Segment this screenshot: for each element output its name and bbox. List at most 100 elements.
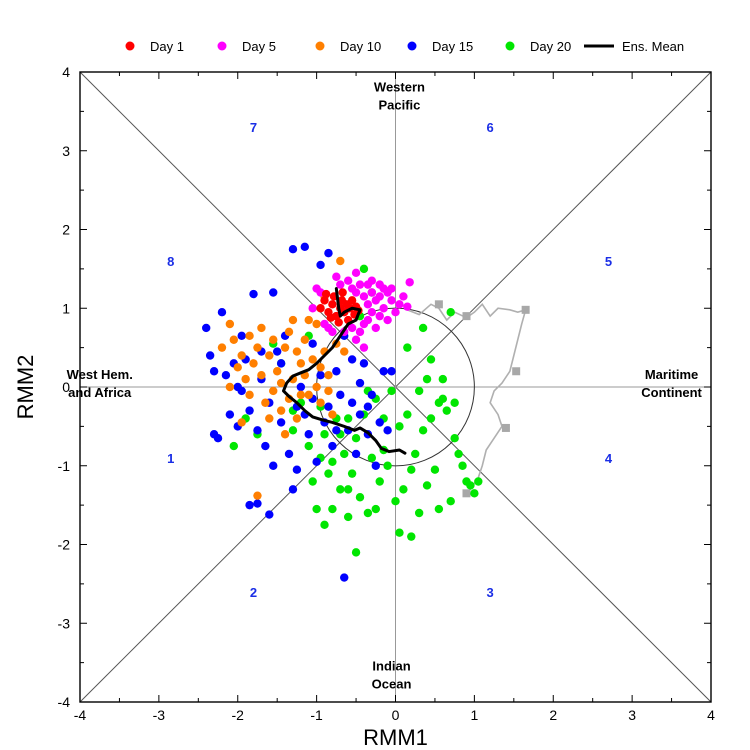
day-10-point [237,351,246,360]
day-20-point [363,508,373,518]
day-10-point [276,378,286,388]
day-20-point [312,504,321,514]
legend-label: Day 5 [242,39,276,54]
day-15-point [272,347,282,356]
day-1-point [347,296,357,305]
day-10-point [280,343,290,352]
day-10-point [269,335,278,344]
day-20-point [458,461,467,470]
day-5-point [332,272,341,281]
day-10-point [245,390,254,400]
day-15-point [300,242,309,252]
day-10-point [284,327,294,337]
legend-swatch [217,41,227,51]
day-5-point [308,304,317,313]
day-15-point [245,406,254,415]
legend-label: Ens. Mean [622,39,684,54]
day-20-point [399,485,408,494]
day-10-point [300,335,309,344]
day-15-point [367,390,377,400]
day-1-point [334,318,343,327]
day-5-point [355,280,365,289]
plot-background [79,71,712,703]
ensemble-mean-line [281,287,407,455]
day-5-point [391,307,400,317]
day-10-point [217,343,227,352]
day-20-point [367,453,377,463]
legend-label: Day 15 [432,39,473,54]
day-15-point [359,359,369,368]
day-5-point [403,302,412,311]
day-15-point [324,248,333,258]
day-15-point [237,331,246,341]
region-label-line: West Hem. [67,367,133,382]
day-5-point [387,284,396,293]
x-tick-label: 2 [549,707,557,723]
day-20-point [383,461,392,470]
day-20-point [324,469,333,478]
day-10-point [272,367,282,376]
day-20-point [288,426,298,435]
day-1-point [316,304,325,313]
day-10-point [269,386,278,396]
axes-layer: -4 -3 -2 -1 0 1 2 3 4 -4 -3 -2 -1 0 1 2 3 4 [58,64,716,723]
legend-label: Day 20 [530,39,571,54]
day-10-point [241,374,250,384]
day-20-point [351,433,361,443]
x-tick-label: -2 [232,707,245,723]
region-label: Maritime Continent [641,367,702,400]
day-10-point [225,382,235,392]
day-15-point [253,499,262,508]
day-20-point [446,307,455,317]
phase-number: 3 [487,585,494,600]
day-15-point [355,378,365,388]
day-20-point [336,485,345,494]
y-tick-label: 2 [62,222,70,238]
observed-marker [521,305,530,314]
day-15-point [316,260,325,270]
x-tick-label: 4 [707,707,715,723]
legend: Day 1 Day 5 Day 10 Day 15 Day 20 Ens. Mean [125,39,684,54]
day-20-point [434,504,444,514]
day-20-point [229,441,239,451]
day-15-point [225,410,235,419]
legend-swatch [315,41,325,51]
day-15-point [269,461,278,470]
scatter-points-layer [202,242,483,582]
day-5-point [395,300,404,309]
legend-label: Day 1 [150,39,184,54]
y-tick-label: 3 [62,143,70,159]
day-1-point [328,300,337,309]
day-15-point [221,370,231,380]
day-20-point [407,532,416,541]
day-15-point [245,500,254,510]
day-10-point [308,355,317,364]
region-label: Indian Ocean [372,659,412,692]
day-20-point [328,457,337,467]
legend-label: Day 10 [340,39,381,54]
day-15-point [249,289,258,299]
phase-number: 8 [167,254,174,269]
day-20-point [438,394,448,404]
region-label-line: Maritime [645,367,698,382]
day-10-point [280,430,290,439]
day-5-point [347,323,357,333]
day-10-point [253,491,262,500]
x-tick-label: 0 [392,707,400,723]
day-15-point [261,441,270,451]
day-20-point [411,449,420,459]
day-15-point [205,351,215,360]
day-5-point [363,280,373,289]
day-20-point [450,398,459,407]
day-10-point [304,390,313,400]
day-15-point [217,307,227,317]
day-20-point [438,374,448,384]
day-15-point [375,418,384,427]
day-15-point [265,510,274,519]
day-5-point [405,278,414,287]
day-15-point [292,465,302,474]
day-15-point [233,382,242,392]
day-10-point [312,382,321,392]
day-5-point [375,311,384,321]
